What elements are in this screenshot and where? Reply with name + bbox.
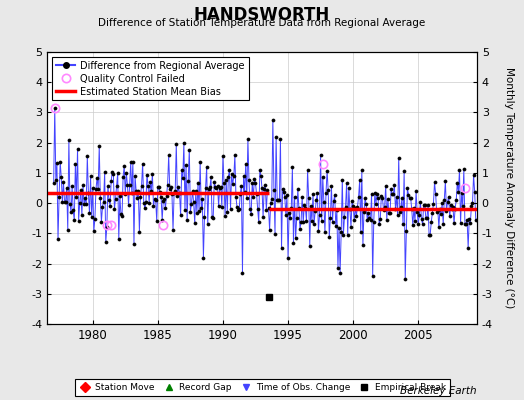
Text: Difference of Station Temperature Data from Regional Average: Difference of Station Temperature Data f… <box>99 18 425 28</box>
Text: HANDSWORTH: HANDSWORTH <box>194 6 330 24</box>
Y-axis label: Monthly Temperature Anomaly Difference (°C): Monthly Temperature Anomaly Difference (… <box>504 67 514 309</box>
Text: Berkeley Earth: Berkeley Earth <box>400 386 477 396</box>
Legend: Station Move, Record Gap, Time of Obs. Change, Empirical Break: Station Move, Record Gap, Time of Obs. C… <box>74 380 450 396</box>
